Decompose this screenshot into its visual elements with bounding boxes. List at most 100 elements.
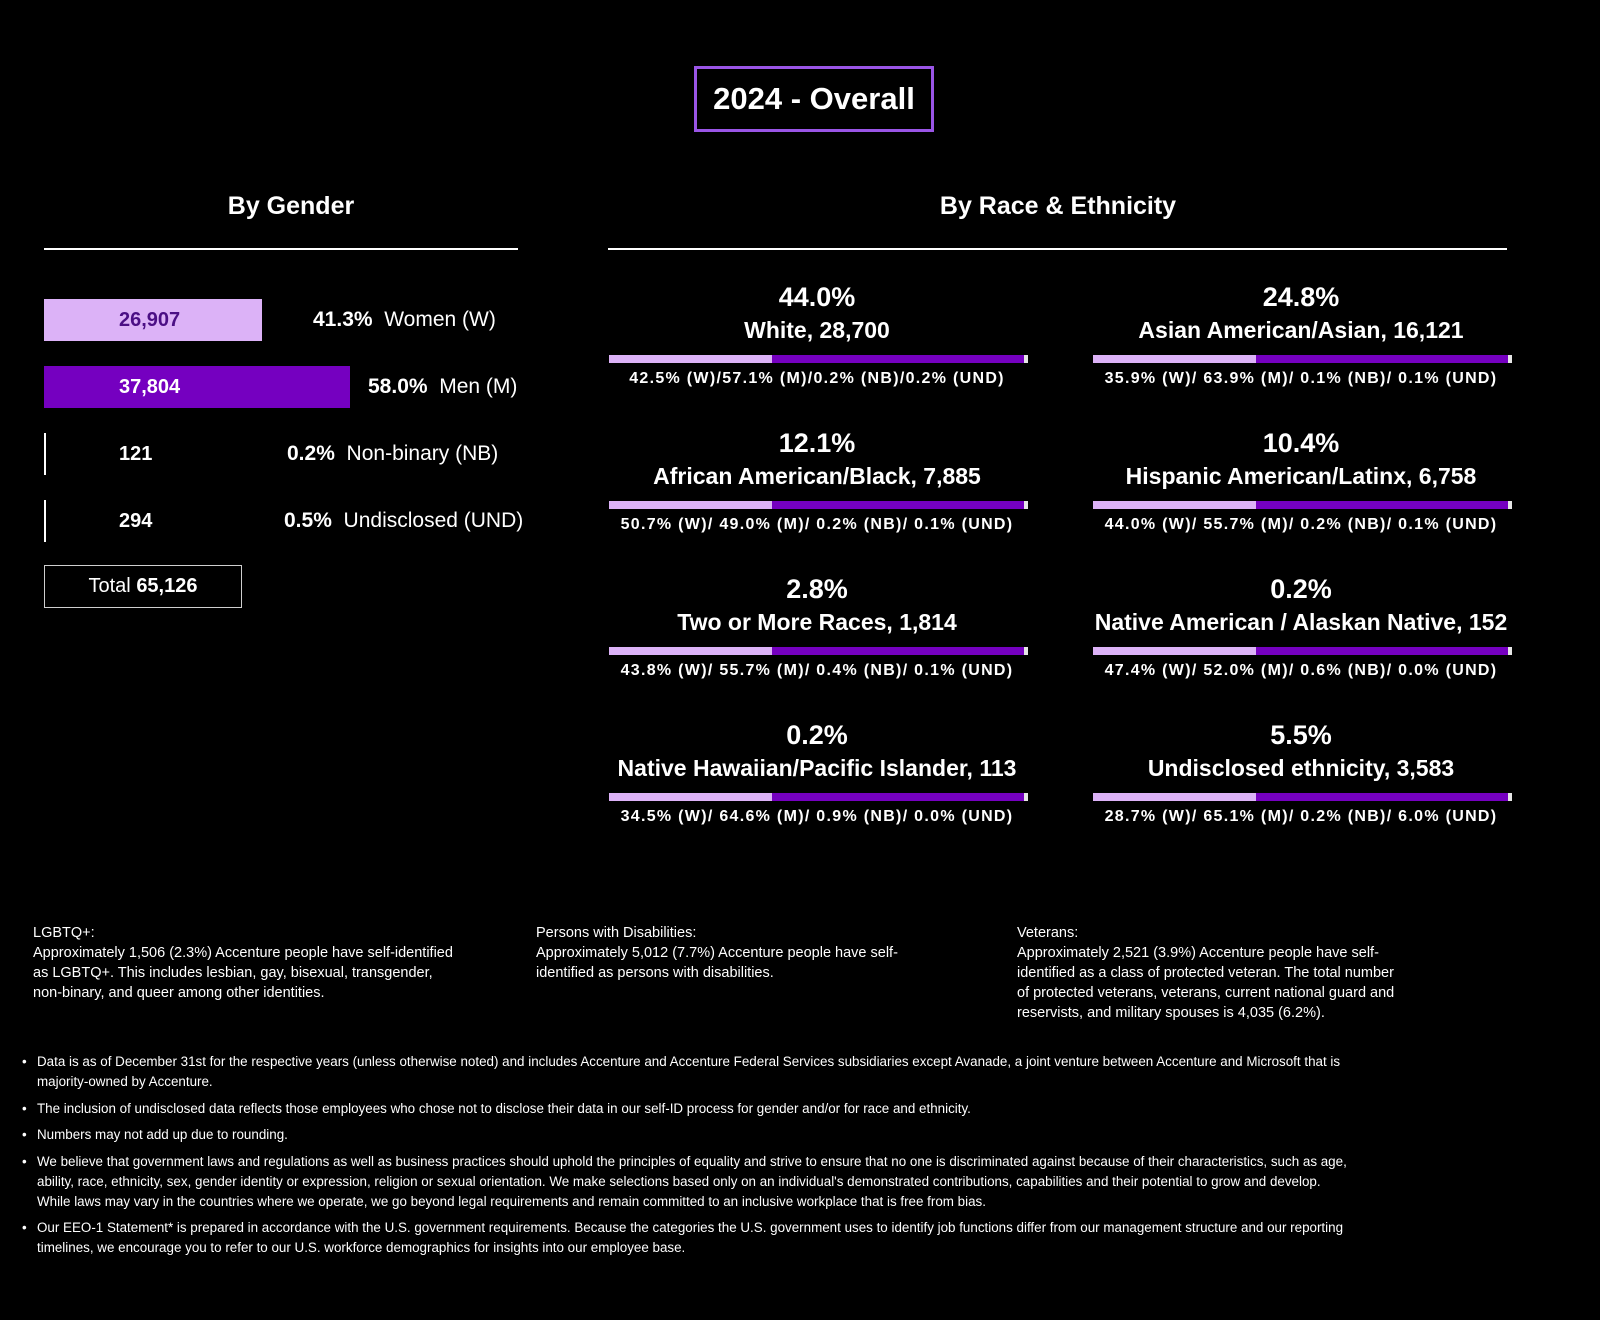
- gender-label-undisclosed: 0.5% Undisclosed (UND): [284, 500, 523, 542]
- gender-total: Total 65,126: [44, 565, 242, 608]
- race-gender-bar: [1093, 647, 1512, 655]
- race-bar-segment-men: [1256, 355, 1508, 363]
- race-card-asian: 24.8% Asian American/Asian, 16,121 35.9% (…: [1071, 280, 1531, 387]
- race-bar-segment-men: [1256, 793, 1508, 801]
- race-percent: 24.8%: [1262, 282, 1340, 312]
- gender-row-women: 26,907 41.3% Women (W): [44, 299, 564, 341]
- gender-count-women: 26,907: [119, 309, 181, 331]
- race-gender-bar: [609, 647, 1028, 655]
- gender-total-label: Total: [88, 575, 131, 597]
- race-name: Hispanic American/Latinx, 6,758: [1125, 463, 1477, 489]
- race-bar-segment-nonbinary: [1508, 501, 1512, 509]
- race-bar-segment-men: [772, 501, 1024, 509]
- gender-count-undisclosed: 294: [119, 510, 153, 532]
- race-bar-segment-women: [609, 355, 773, 363]
- race-bar-segment-men: [772, 793, 1024, 801]
- gender-row-men: 37,804 58.0% Men (M): [44, 366, 564, 408]
- race-gender-bar: [1093, 793, 1512, 801]
- race-name: Undisclosed ethnicity, 3,583: [1147, 755, 1455, 781]
- gender-bar-undisclosed: [44, 500, 47, 542]
- race-name: Native Hawaiian/Pacific Islander, 113: [617, 755, 1017, 781]
- race-card-two-or-more: 2.8% Two or More Races, 1,814 43.8% (W)/ 5…: [587, 572, 1047, 679]
- gender-name-women: Women (W): [384, 308, 496, 331]
- gender-bar-nonbinary: [44, 433, 46, 475]
- race-card-native-hawaiian: 0.2% Native Hawaiian/Pacific Islander, 11…: [587, 718, 1047, 825]
- race-gender-split: 44.0% (W)/ 55.7% (M)/ 0.2% (NB)/ 0.1% (U…: [1104, 516, 1498, 533]
- lgbtq-note-body: Approximately 1,506 (2.3%) Accenture peo…: [33, 945, 453, 1001]
- race-divider: [608, 248, 1507, 250]
- veterans-note: Veterans: Approximately 2,521 (3.9%) Acc…: [1017, 923, 1397, 1023]
- race-name: African American/Black, 7,885: [653, 463, 981, 489]
- race-card-hispanic: 10.4% Hispanic American/Latinx, 6,758 44.0…: [1071, 426, 1531, 533]
- race-gender-split: 47.4% (W)/ 52.0% (M)/ 0.6% (NB)/ 0.0% (U…: [1104, 662, 1498, 679]
- race-bar-segment-nonbinary: [1024, 355, 1028, 363]
- race-percent: 44.0%: [778, 282, 856, 312]
- gender-name-undisclosed: Undisclosed (UND): [343, 509, 524, 532]
- race-card-african-american: 12.1% African American/Black, 7,885 50.7% …: [587, 426, 1047, 533]
- race-bar-segment-men: [772, 355, 1024, 363]
- race-bar-segment-men: [1256, 501, 1508, 509]
- race-gender-bar: [609, 793, 1028, 801]
- disabilities-note-title: Persons with Disabilities:: [536, 925, 697, 941]
- gender-row-nonbinary: 121 0.2% Non-binary (NB): [44, 433, 564, 475]
- race-bar-segment-nonbinary: [1024, 793, 1028, 801]
- footnote-item: The inclusion of undisclosed data reflec…: [22, 1099, 1352, 1119]
- race-heading: By Race & Ethnicity: [939, 192, 1177, 220]
- gender-count-men: 37,804: [119, 376, 181, 398]
- race-name: Asian American/Asian, 16,121: [1138, 317, 1464, 343]
- gender-percent-men: 58.0%: [368, 375, 428, 398]
- disabilities-note: Persons with Disabilities: Approximately…: [536, 923, 926, 983]
- race-percent: 10.4%: [1262, 428, 1340, 458]
- race-gender-split: 28.7% (W)/ 65.1% (M)/ 0.2% (NB)/ 6.0% (U…: [1104, 808, 1498, 825]
- race-gender-bar: [609, 501, 1028, 509]
- gender-percent-undisclosed: 0.5%: [284, 509, 332, 532]
- race-percent: 0.2%: [1270, 574, 1332, 604]
- footnote-item: Data is as of December 31st for the resp…: [22, 1052, 1352, 1092]
- race-gender-split: 42.5% (W)/57.1% (M)/0.2% (NB)/0.2% (UND): [629, 370, 1005, 387]
- gender-label-women: 41.3% Women (W): [313, 299, 496, 341]
- gender-name-nonbinary: Non-binary (NB): [346, 442, 499, 465]
- race-gender-split: 50.7% (W)/ 49.0% (M)/ 0.2% (NB)/ 0.1% (U…: [620, 516, 1014, 533]
- race-bar-segment-men: [772, 647, 1024, 655]
- race-gender-split: 34.5% (W)/ 64.6% (M)/ 0.9% (NB)/ 0.0% (U…: [620, 808, 1014, 825]
- veterans-note-title: Veterans:: [1017, 925, 1079, 941]
- footnote-item: Our EEO-1 Statement* is prepared in acco…: [22, 1218, 1352, 1258]
- race-gender-split: 35.9% (W)/ 63.9% (M)/ 0.1% (NB)/ 0.1% (U…: [1104, 370, 1498, 387]
- race-percent: 2.8%: [786, 574, 848, 604]
- race-bar-segment-nonbinary: [1024, 501, 1028, 509]
- gender-total-value: 65,126: [136, 575, 198, 597]
- gender-bar-women: [44, 299, 262, 341]
- race-gender-bar: [1093, 501, 1512, 509]
- gender-percent-women: 41.3%: [313, 308, 373, 331]
- race-bar-segment-nonbinary: [1508, 355, 1512, 363]
- gender-name-men: Men (M): [439, 375, 518, 398]
- gender-row-undisclosed: 294 0.5% Undisclosed (UND): [44, 500, 564, 542]
- race-bar-segment-nonbinary: [1508, 793, 1512, 801]
- race-gender-bar: [1093, 355, 1512, 363]
- footnote-item: We believe that government laws and regu…: [22, 1152, 1352, 1212]
- race-percent: 5.5%: [1270, 720, 1332, 750]
- race-percent: 0.2%: [786, 720, 848, 750]
- race-bar-segment-women: [1093, 793, 1257, 801]
- race-bar-segment-nonbinary: [1508, 647, 1512, 655]
- gender-label-men: 58.0% Men (M): [368, 366, 517, 408]
- race-bar-segment-women: [609, 501, 773, 509]
- race-percent: 12.1%: [778, 428, 856, 458]
- disabilities-note-body: Approximately 5,012 (7.7%) Accenture peo…: [536, 945, 898, 981]
- race-name: Two or More Races, 1,814: [677, 609, 957, 635]
- race-gender-split: 43.8% (W)/ 55.7% (M)/ 0.4% (NB)/ 0.1% (U…: [620, 662, 1014, 679]
- page-title: 2024 - Overall: [694, 66, 934, 132]
- gender-bar-men: [44, 366, 350, 408]
- race-bar-segment-women: [1093, 647, 1257, 655]
- race-bar-segment-nonbinary: [1024, 647, 1028, 655]
- race-card-undisclosed-ethnicity: 5.5% Undisclosed ethnicity, 3,583 28.7% (W…: [1071, 718, 1531, 825]
- race-gender-bar: [609, 355, 1028, 363]
- veterans-note-body: Approximately 2,521 (3.9%) Accenture peo…: [1017, 945, 1395, 1021]
- gender-heading: By Gender: [227, 192, 355, 220]
- race-bar-segment-women: [1093, 501, 1257, 509]
- race-bar-segment-women: [609, 647, 773, 655]
- race-name: White, 28,700: [744, 317, 890, 343]
- race-card-native-american: 0.2% Native American / Alaskan Native, 15…: [1071, 572, 1531, 679]
- footnotes: Data is as of December 31st for the resp…: [22, 1052, 1352, 1265]
- lgbtq-note-title: LGBTQ+:: [33, 925, 95, 941]
